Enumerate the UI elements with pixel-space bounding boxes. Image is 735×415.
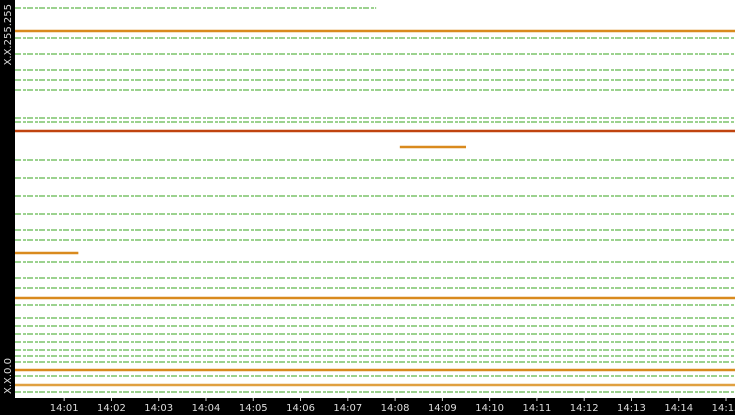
y-tick-label: X.X.255.255 [3, 4, 14, 65]
x-tick-label: 14:11 [523, 403, 552, 414]
x-tick-label: 14:07 [333, 403, 362, 414]
x-tick-label: 14:09 [428, 403, 457, 414]
y-tick-label: X.X.0.0 [3, 358, 14, 394]
x-tick-label: 14:03 [144, 403, 173, 414]
x-tick-label: 14:05 [239, 403, 268, 414]
x-tick-label: 14:13 [617, 403, 646, 414]
x-axis-strip [0, 398, 735, 415]
y-axis-strip [0, 0, 15, 415]
x-tick-label: 14:15 [712, 403, 735, 414]
x-tick-label: 14:10 [475, 403, 504, 414]
x-tick-label: 14:14 [664, 403, 693, 414]
x-tick-label: 14:12 [570, 403, 599, 414]
plot-area [15, 0, 735, 398]
x-tick-label: 14:02 [97, 403, 126, 414]
x-tick-label: 14:06 [286, 403, 315, 414]
x-tick-label: 14:08 [381, 403, 410, 414]
x-tick-label: 14:01 [50, 403, 79, 414]
x-tick-label: 14:04 [192, 403, 221, 414]
